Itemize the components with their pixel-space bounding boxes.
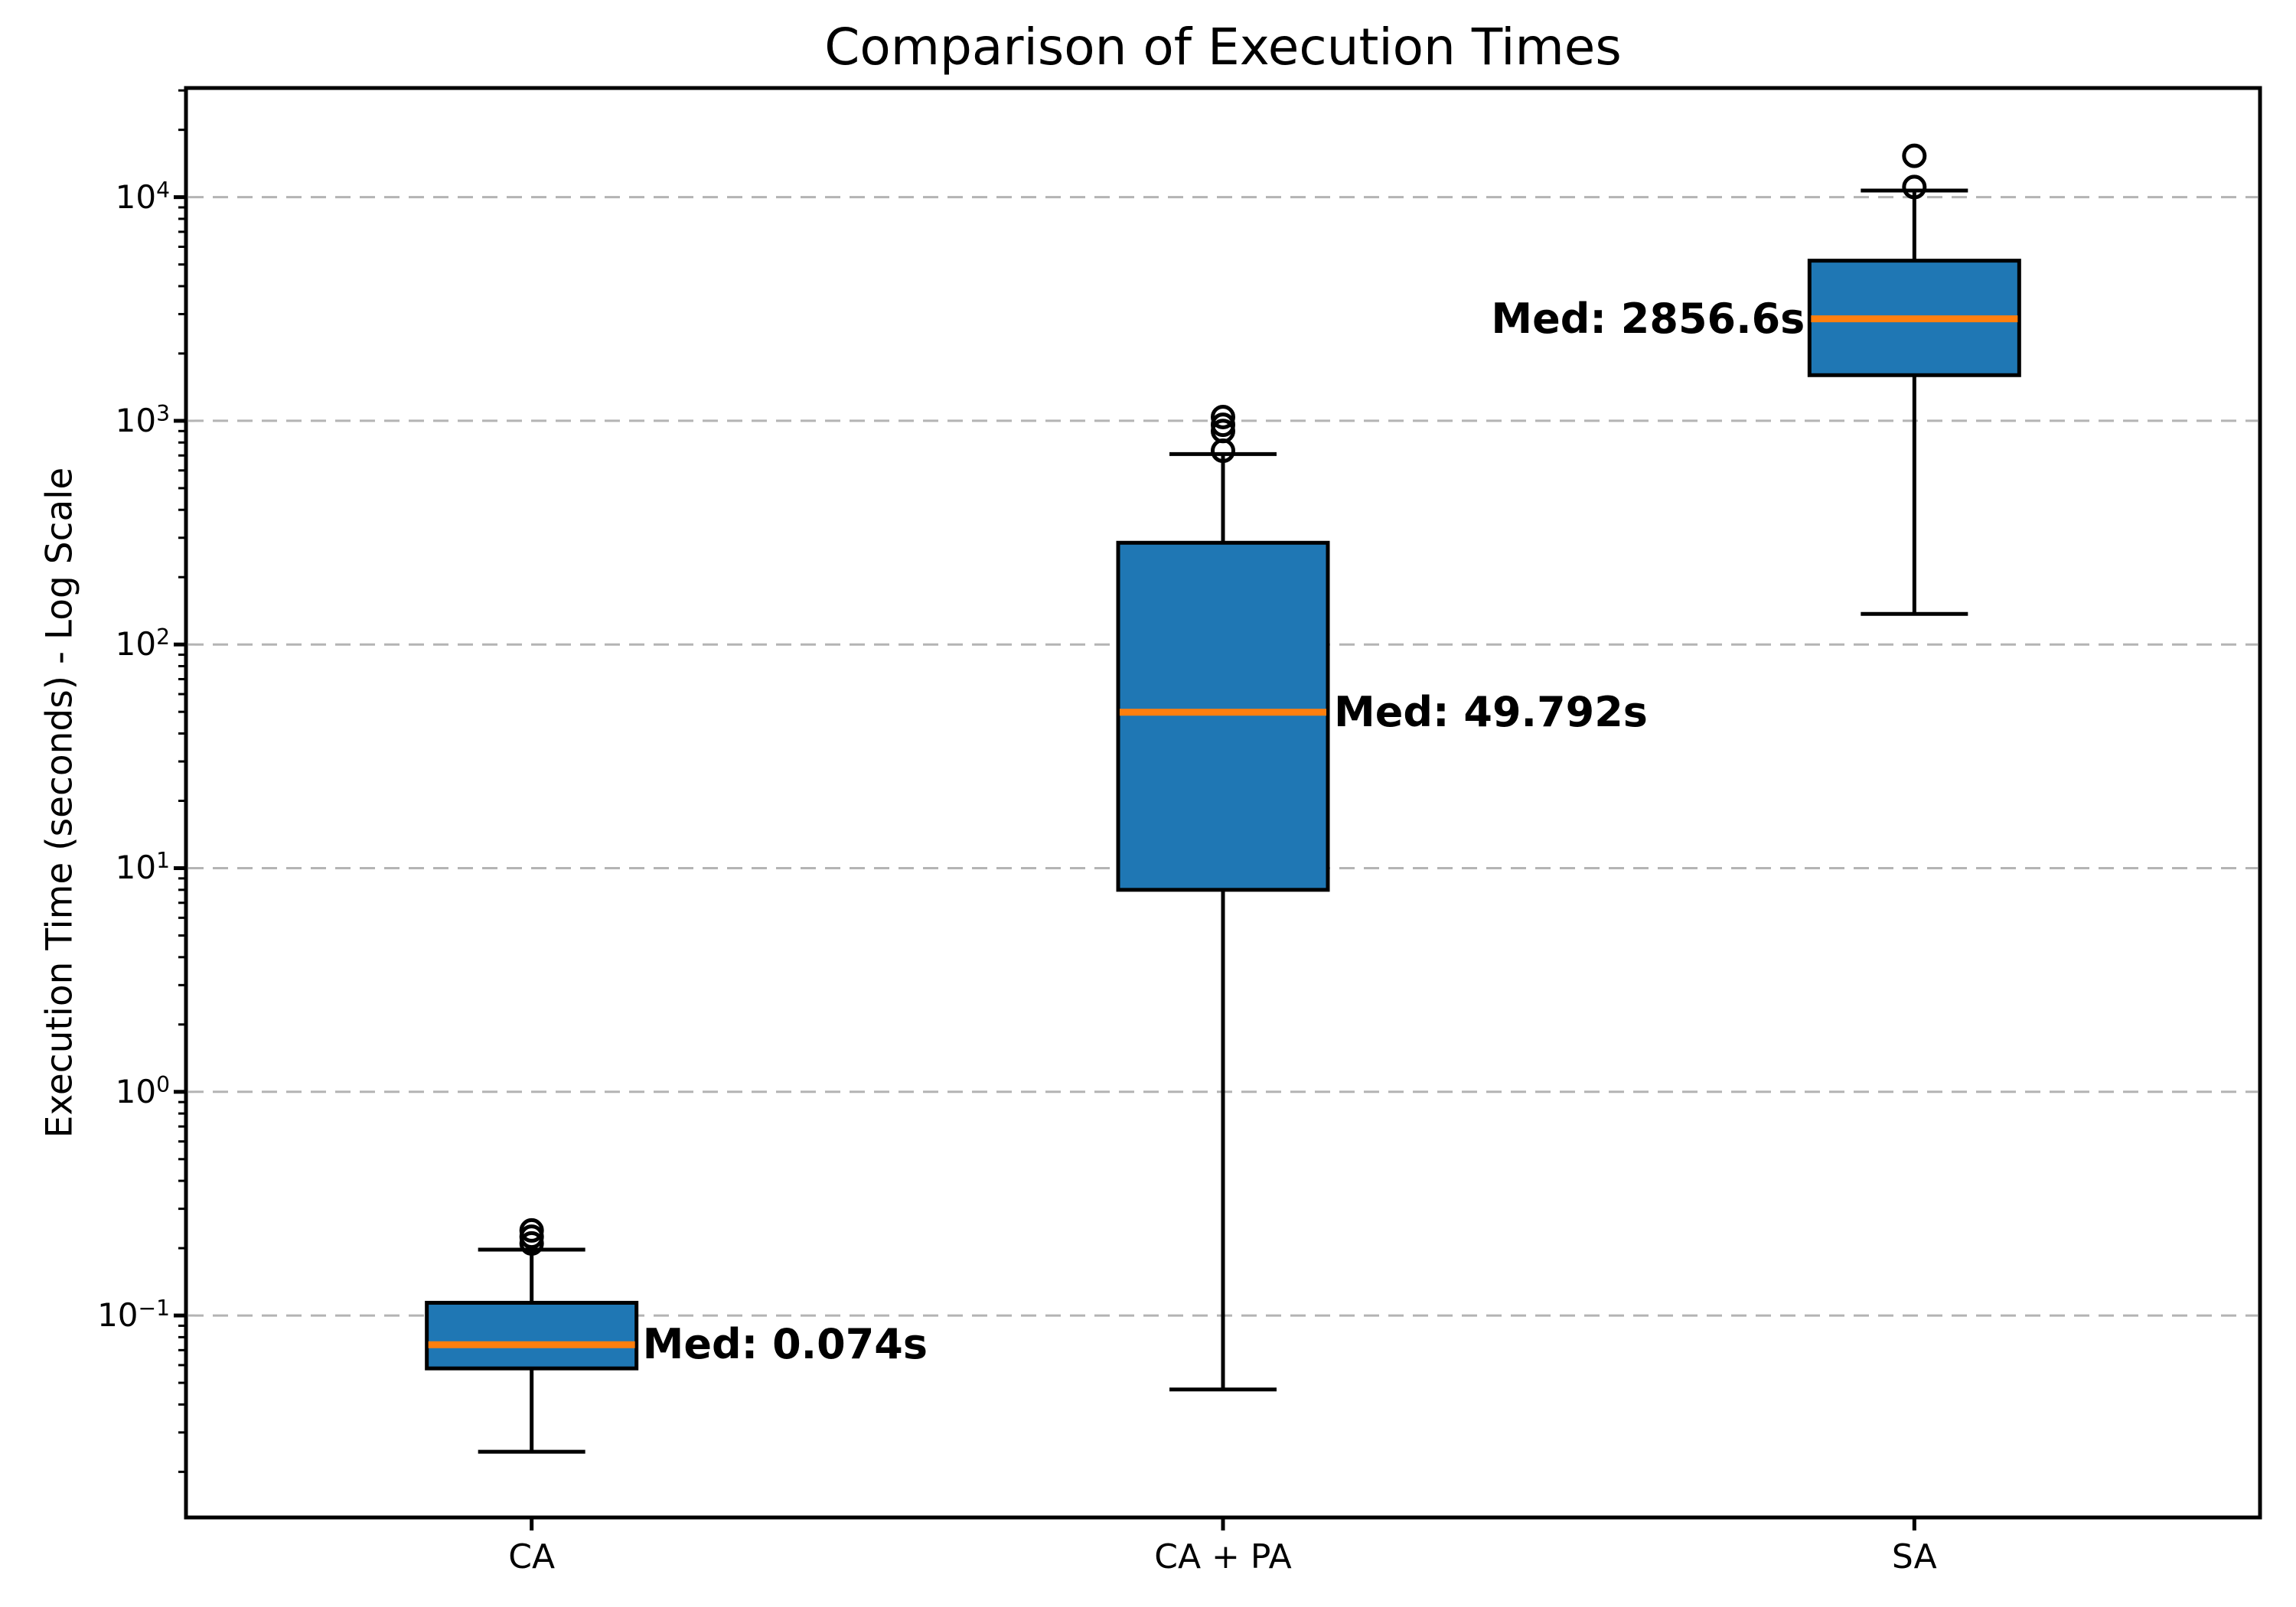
chart-title: Comparison of Execution Times [824, 18, 1622, 77]
median-annotation-sa: Med: 2856.6s [1491, 294, 1805, 343]
outlier-ca [519, 1231, 544, 1256]
median-annotation-ca: Med: 0.074s [642, 1320, 928, 1369]
y-tick-label: 104 [115, 177, 170, 216]
y-tick-label: 103 [115, 400, 170, 439]
outlier-sa [1902, 174, 1927, 200]
y-tick-label: 102 [115, 624, 170, 663]
plot-border [184, 86, 2262, 1520]
y-tick-label: 101 [115, 848, 170, 887]
outlier-ca-pa [1211, 412, 1235, 438]
y-tick-label: 10−1 [97, 1296, 170, 1335]
y-tick-label: 100 [115, 1071, 170, 1110]
x-tick-label-ca: CA [508, 1537, 556, 1576]
x-tick-label-ca-pa: CA + PA [1154, 1537, 1292, 1576]
x-tick-label-sa: SA [1891, 1537, 1937, 1576]
box-ca-pa [1116, 540, 1330, 892]
outlier-ca-pa [1211, 404, 1235, 429]
outlier-sa [1902, 143, 1927, 168]
y-axis-label: Execution Time (seconds) - Log Scale [38, 467, 81, 1139]
median-annotation-ca-pa: Med: 49.792s [1334, 687, 1648, 736]
outlier-ca [519, 1217, 544, 1243]
box-ca [425, 1300, 639, 1371]
